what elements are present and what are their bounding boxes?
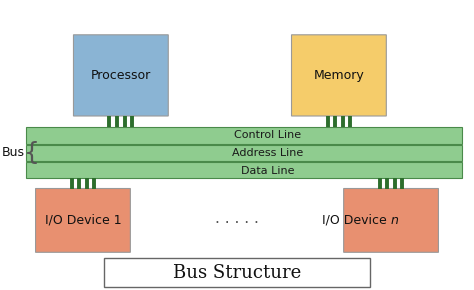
Text: Processor: Processor <box>91 69 151 82</box>
Text: . . . . .: . . . . . <box>215 211 259 226</box>
FancyBboxPatch shape <box>344 188 438 252</box>
Text: I/O Device 1: I/O Device 1 <box>45 214 121 227</box>
Text: Bus: Bus <box>2 146 25 159</box>
FancyBboxPatch shape <box>36 188 130 252</box>
Text: Control Line: Control Line <box>234 130 301 140</box>
Text: Data Line: Data Line <box>241 166 294 176</box>
FancyBboxPatch shape <box>26 127 462 144</box>
FancyBboxPatch shape <box>104 258 370 287</box>
Text: n: n <box>391 214 399 227</box>
FancyBboxPatch shape <box>26 162 462 178</box>
Text: I/O Device: I/O Device <box>322 214 391 227</box>
FancyBboxPatch shape <box>26 145 462 161</box>
Text: {: { <box>24 141 40 164</box>
FancyBboxPatch shape <box>292 35 386 116</box>
Text: Bus Structure: Bus Structure <box>173 264 301 282</box>
Text: Address Line: Address Line <box>232 148 303 158</box>
FancyBboxPatch shape <box>73 35 168 116</box>
Text: Memory: Memory <box>313 69 365 82</box>
